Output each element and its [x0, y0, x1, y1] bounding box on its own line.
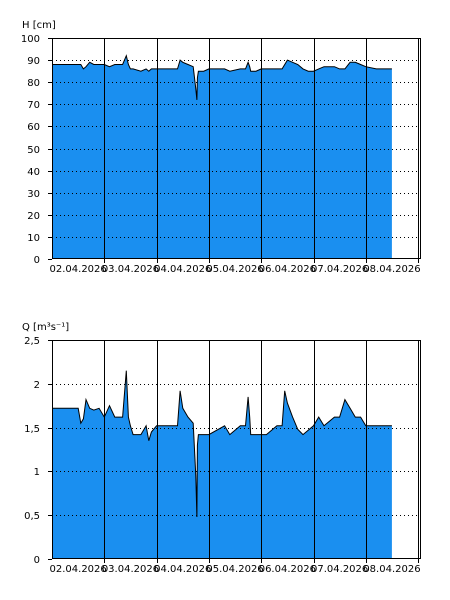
discharge-xtick-label: 04.04.2026 [154, 564, 211, 575]
discharge-ytick-label: 2 [34, 380, 40, 391]
discharge-xtick-label: 05.04.2026 [206, 564, 263, 575]
discharge-xtick-label: 06.04.2026 [259, 564, 316, 575]
water-level-axis-title: H [cm] [22, 20, 56, 31]
level-ytick-label: 0 [34, 255, 40, 266]
level-ytick-label: 30 [27, 189, 40, 200]
level-series-line [52, 54, 392, 100]
level-xtick-label: 05.04.2026 [206, 264, 263, 275]
discharge-series-line [52, 370, 392, 518]
level-xtick-label: 08.04.2026 [363, 264, 420, 275]
discharge-xtick-label: 02.04.2026 [50, 564, 107, 575]
discharge-plot-frame [52, 340, 421, 559]
level-ytick-label: 70 [27, 100, 40, 111]
level-ytick-label: 100 [21, 34, 40, 45]
discharge-chart: Q [m³s⁻¹] 0 0,5 1 1,5 2 2,5 02.04.202603.04.20… [22, 322, 421, 575]
discharge-ytick-label: 0 [34, 555, 40, 566]
level-xtick-label: 03.04.2026 [102, 264, 159, 275]
level-ytick-label: 90 [27, 56, 40, 67]
discharge-xtick-label: 03.04.2026 [102, 564, 159, 575]
discharge-ytick-label: 2,5 [24, 336, 40, 347]
level-ytick-label: 80 [27, 78, 40, 89]
level-xtick-label: 04.04.2026 [154, 264, 211, 275]
discharge-xtick-label: 08.04.2026 [363, 564, 420, 575]
level-plot-frame [52, 38, 421, 259]
level-ytick-label: 10 [27, 233, 40, 244]
level-xtick-label: 02.04.2026 [50, 264, 107, 275]
discharge-area [52, 370, 392, 559]
level-area [52, 55, 392, 260]
level-xtick-label: 07.04.2026 [311, 264, 368, 275]
level-ytick-label: 20 [27, 211, 40, 222]
discharge-ytick-label: 1 [34, 467, 40, 478]
discharge-ytick-label: 1,5 [24, 424, 40, 435]
level-ytick-label: 40 [27, 167, 40, 178]
level-ytick-label: 50 [27, 145, 40, 156]
discharge-ytick-label: 0,5 [24, 511, 40, 522]
discharge-axis-title: Q [m³s⁻¹] [22, 322, 69, 333]
water-level-chart: H [cm] 010203040506070809010002.04.20260… [21, 20, 421, 275]
level-ytick-label: 60 [27, 122, 40, 133]
level-xtick-label: 06.04.2026 [259, 264, 316, 275]
discharge-xtick-label: 07.04.2026 [311, 564, 368, 575]
